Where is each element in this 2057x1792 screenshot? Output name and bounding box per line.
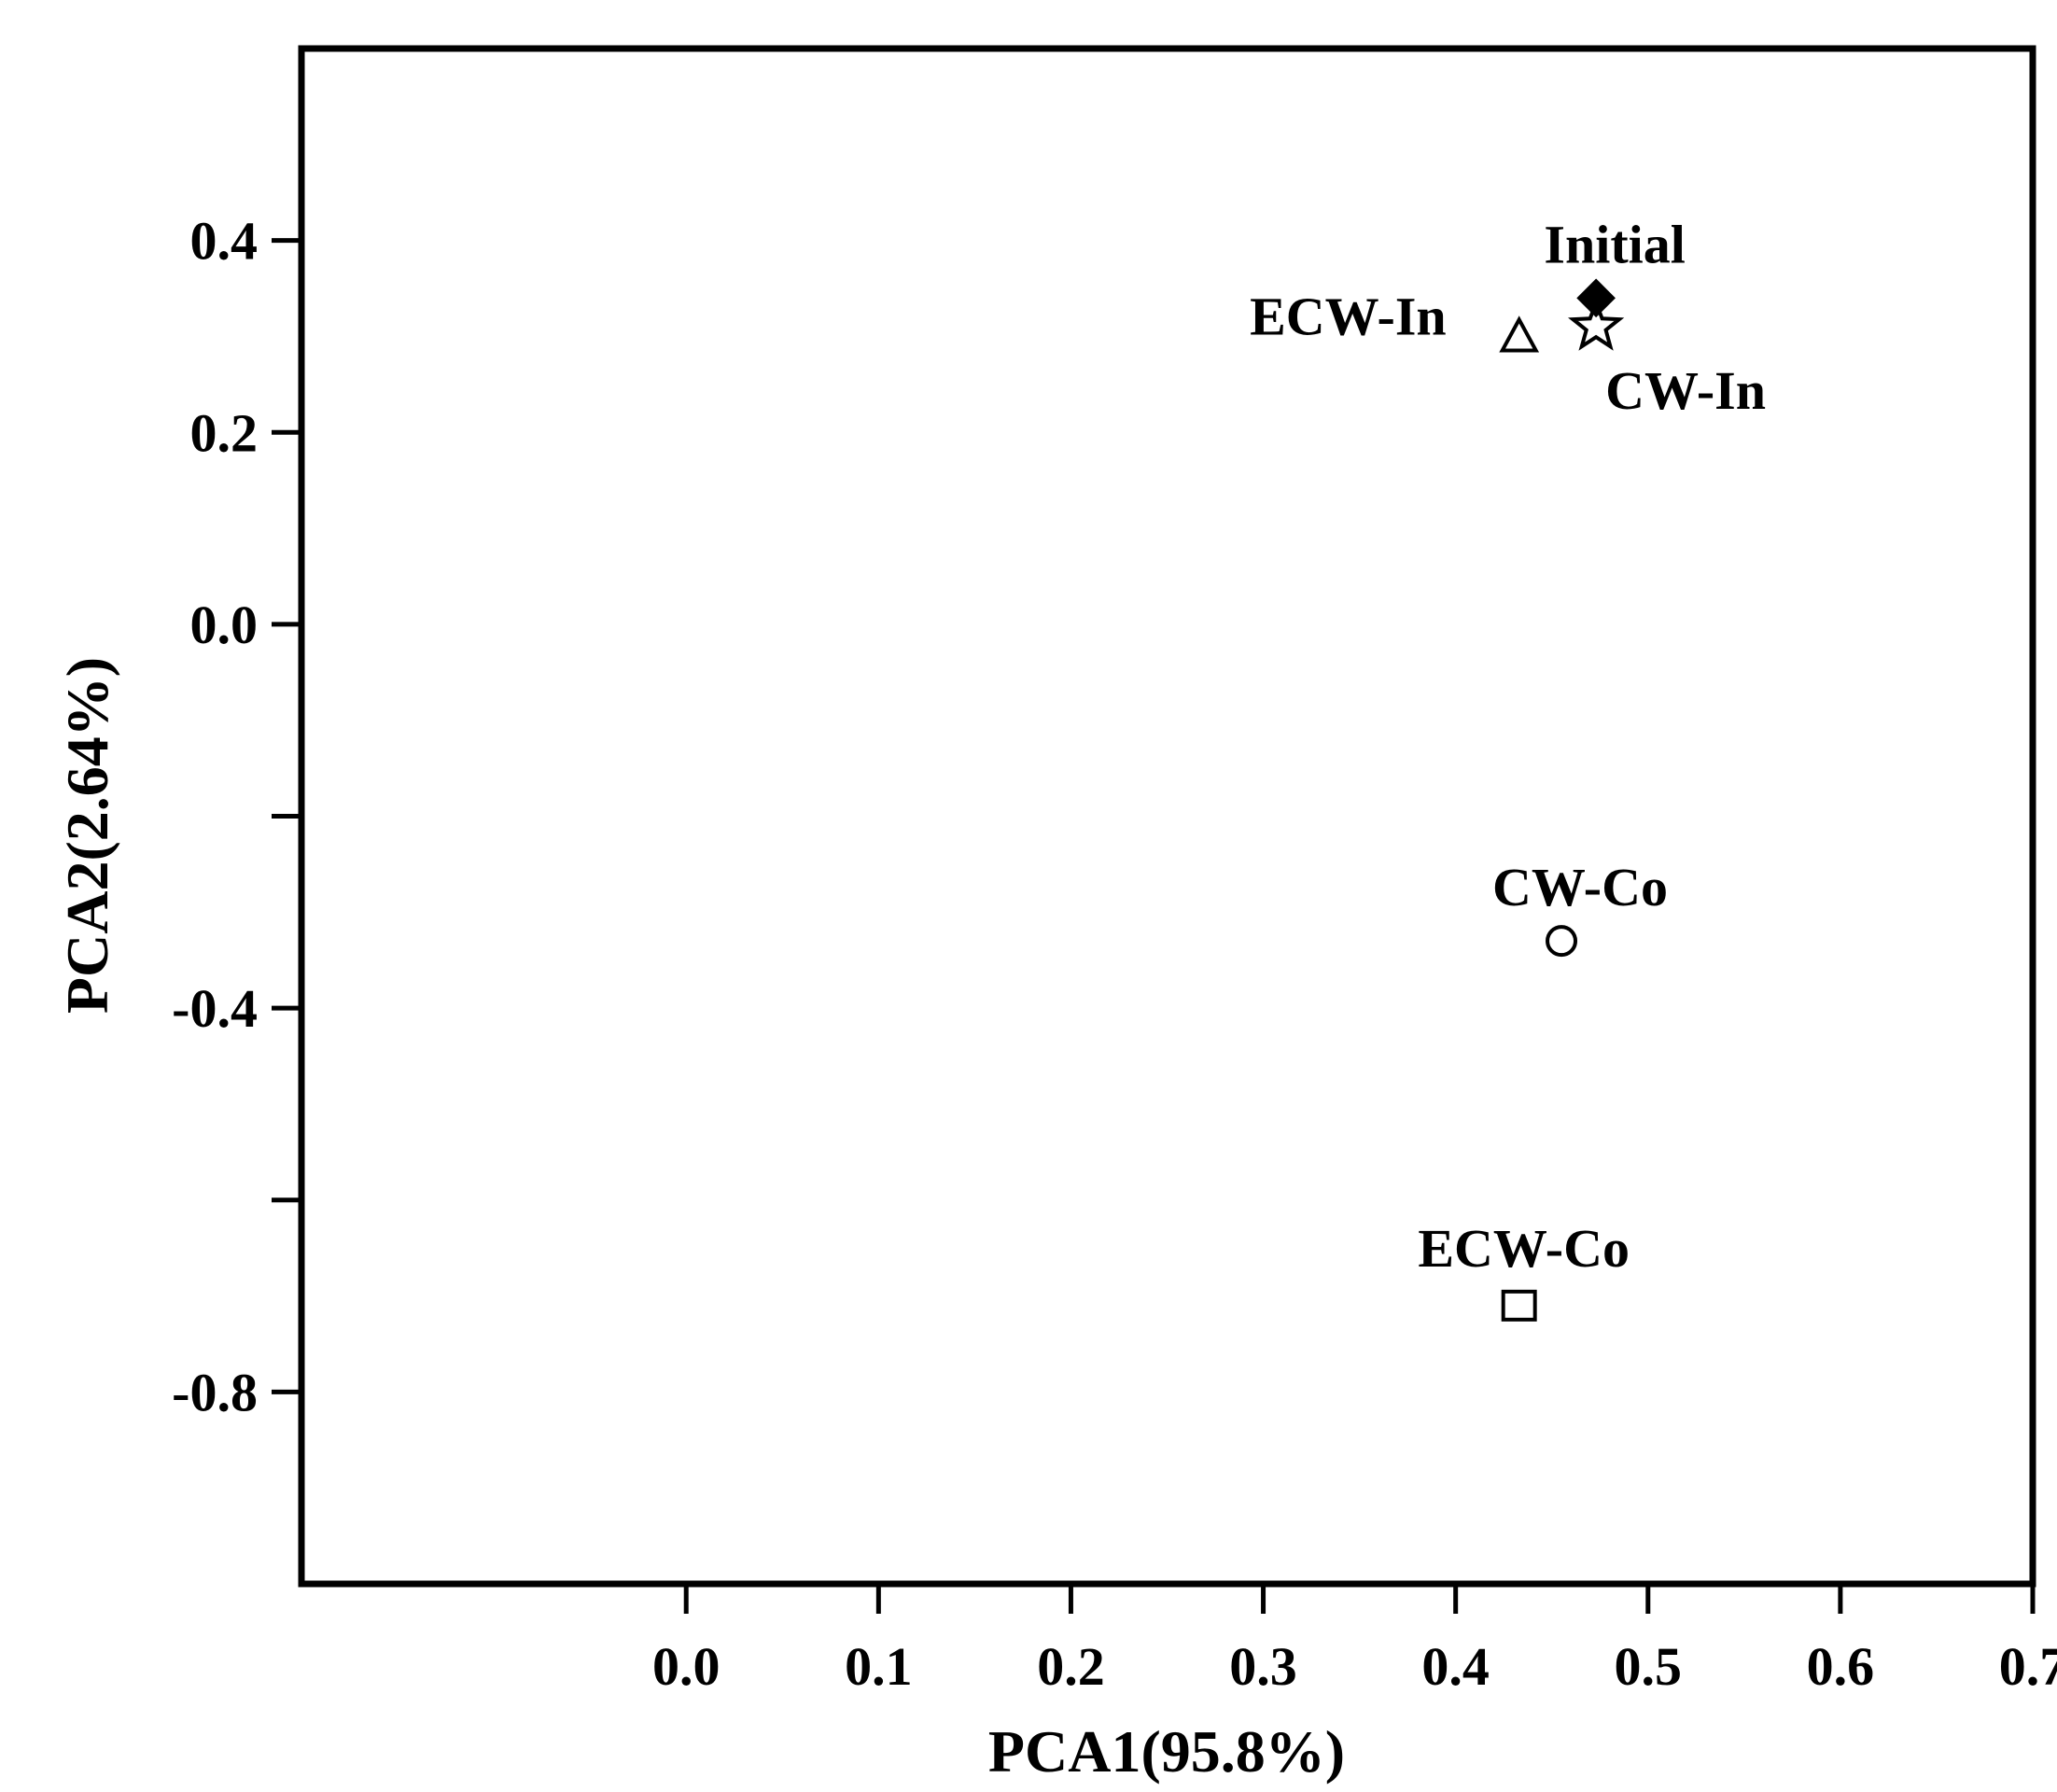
y-tick-label: -0.8: [172, 1362, 258, 1422]
point-label-cw-in: CW-In: [1605, 360, 1766, 421]
y-tick-label: 0.0: [190, 595, 259, 655]
point-label-ecw-co: ECW-Co: [1418, 1218, 1630, 1279]
x-tick-label: 0.4: [1421, 1636, 1490, 1697]
point-cw-in: [1568, 297, 1625, 351]
y-axis-ticks: 0.4 0.2 0.0 -0.4 -0.8: [172, 211, 301, 1422]
x-tick-label: 0.2: [1037, 1636, 1105, 1697]
y-tick-label: -0.4: [172, 978, 258, 1039]
x-axis-ticks: 0.0 0.1 0.2 0.3 0.4 0.5 0.6 0.7: [652, 1584, 2057, 1697]
x-tick-label: 0.1: [845, 1636, 913, 1697]
y-tick-label: 0.4: [190, 211, 259, 272]
point-label-initial: Initial: [1544, 214, 1686, 274]
point-ecw-in: [1499, 315, 1540, 353]
data-points: Initial CW-In ECW-In CW-Co ECW-Co: [1250, 214, 1766, 1322]
y-axis-title: PCA2(2.64%): [54, 657, 120, 1014]
x-tick-label: 0.0: [652, 1636, 721, 1697]
point-label-cw-co: CW-Co: [1492, 857, 1668, 917]
y-tick-label: 0.2: [190, 402, 259, 463]
point-cw-co: [1546, 925, 1578, 958]
x-axis-title: PCA1(95.8%): [988, 1718, 1345, 1785]
x-tick-label: 0.5: [1615, 1636, 1683, 1697]
plot-frame: [298, 45, 2036, 1588]
x-tick-label: 0.7: [1999, 1636, 2057, 1697]
point-ecw-co: [1501, 1289, 1537, 1322]
x-tick-label: 0.3: [1229, 1636, 1297, 1697]
x-tick-label: 0.6: [1807, 1636, 1875, 1697]
point-label-ecw-in: ECW-In: [1250, 286, 1447, 346]
